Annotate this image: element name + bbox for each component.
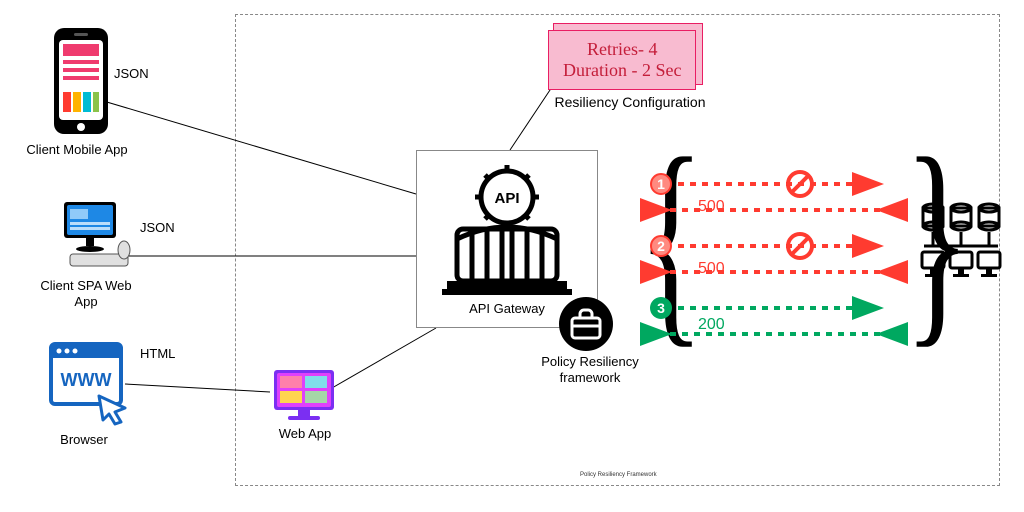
- attempt-status-2: 500: [698, 260, 725, 278]
- backend-servers: [920, 202, 1004, 282]
- client-mobile: [36, 26, 126, 136]
- config-title: Resiliency Configuration: [540, 94, 720, 110]
- attempt-badge-1: 1: [650, 173, 672, 195]
- attempt-badge-3: 3: [650, 297, 672, 319]
- edge-label-browser: HTML: [140, 346, 175, 361]
- edge-label-mobile: JSON: [114, 66, 149, 81]
- attempt-status-1: 500: [698, 198, 725, 216]
- client-spa: [52, 200, 142, 272]
- brace-left: {: [638, 124, 704, 354]
- desktop-icon: [58, 200, 136, 272]
- client-browser: WWW: [40, 340, 140, 426]
- diagram-canvas: Client Mobile App JSON Client SPA WebApp…: [0, 0, 1024, 512]
- attempt-badge-2: 2: [650, 235, 672, 257]
- svg-text:WWW: WWW: [61, 370, 112, 390]
- webapp: [264, 368, 344, 424]
- api-gateway-icon: API: [442, 157, 572, 297]
- resiliency-config: Retries- 4 Duration - 2 Sec: [548, 30, 696, 90]
- browser-icon: WWW: [47, 340, 133, 426]
- config-line-1: Retries- 4: [563, 39, 681, 60]
- edge-label-spa: JSON: [140, 220, 175, 235]
- webapp-icon: [270, 368, 338, 424]
- webapp-label: Web App: [270, 426, 340, 441]
- svg-text:API: API: [494, 190, 519, 207]
- footer-caption: Policy Resiliency Framework: [580, 472, 657, 478]
- client-browser-label: Browser: [44, 432, 124, 447]
- server-cluster-icon: [920, 202, 1004, 282]
- briefcase-icon: [558, 296, 614, 352]
- policy-resiliency: [556, 296, 616, 352]
- attempt-status-3: 200: [698, 316, 725, 334]
- client-spa-label: Client SPA WebApp: [26, 278, 146, 309]
- mobile-icon: [50, 26, 112, 136]
- client-mobile-label: Client Mobile App: [12, 142, 142, 157]
- policy-label: Policy Resiliencyframework: [530, 354, 650, 387]
- config-line-2: Duration - 2 Sec: [563, 60, 681, 81]
